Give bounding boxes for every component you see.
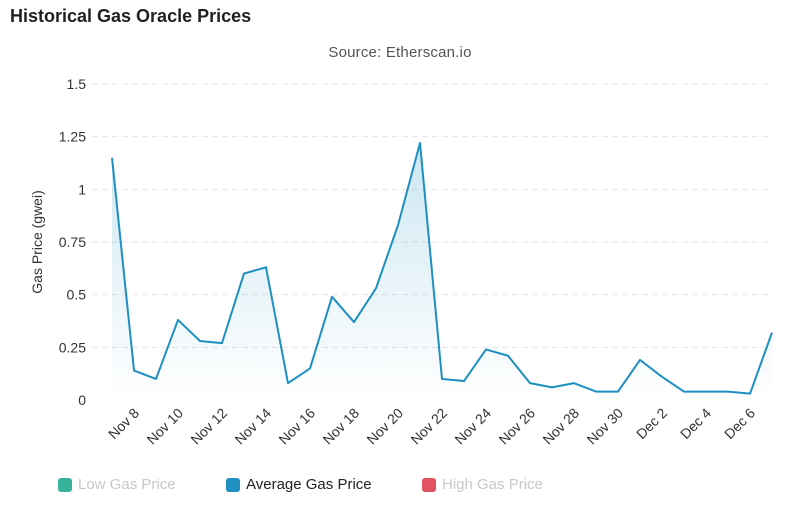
data-point[interactable] <box>549 384 555 390</box>
legend-item-low[interactable]: Low Gas Price <box>58 476 176 493</box>
data-point[interactable] <box>197 338 203 344</box>
y-tick-label: 1.5 <box>67 76 87 92</box>
x-tick-label: Nov 30 <box>583 405 626 448</box>
data-point[interactable] <box>461 378 467 384</box>
legend-item-high[interactable]: High Gas Price <box>422 476 543 493</box>
y-tick-label: 1 <box>78 181 86 197</box>
data-point[interactable] <box>175 317 181 323</box>
data-point[interactable] <box>109 155 115 161</box>
y-tick-label: 0.75 <box>59 234 86 250</box>
chart-subtitle: Source: Etherscan.io <box>328 44 472 61</box>
y-axis-label: Gas Price (gwei) <box>29 190 45 293</box>
x-axis-ticks: Nov 8 Nov 10 Nov 12 Nov 14 Nov 16 Nov 18 Nov 2… <box>105 405 758 448</box>
x-tick-label: Dec 2 <box>633 405 670 442</box>
x-tick-label: Nov 18 <box>319 405 362 448</box>
legend-swatch-high <box>422 477 436 492</box>
legend-label-high: High Gas Price <box>442 476 543 493</box>
series-area-average <box>112 142 772 400</box>
legend-label-average: Average Gas Price <box>246 476 372 493</box>
data-point[interactable] <box>681 389 687 395</box>
y-tick-label: 0.25 <box>59 339 86 355</box>
y-tick-label: 0.5 <box>67 287 87 303</box>
data-point[interactable] <box>307 365 313 371</box>
data-point[interactable] <box>483 346 489 352</box>
data-point[interactable] <box>153 376 159 382</box>
legend-swatch-average <box>226 477 240 492</box>
chart: 0 0.25 0.5 0.75 1 1.25 1.5 Gas Price (gwei) No… <box>29 76 775 448</box>
data-point[interactable] <box>329 294 335 300</box>
data-point[interactable] <box>417 140 423 146</box>
data-point[interactable] <box>241 271 247 277</box>
x-tick-label: Nov 26 <box>495 405 538 448</box>
legend: Low Gas Price Average Gas Price High Gas… <box>0 476 800 498</box>
x-tick-label: Nov 8 <box>105 405 142 442</box>
x-tick-label: Nov 22 <box>407 405 450 448</box>
data-point[interactable] <box>615 389 621 395</box>
x-tick-label: Nov 24 <box>451 405 494 448</box>
data-point[interactable] <box>219 340 225 346</box>
x-tick-label: Nov 20 <box>363 405 406 448</box>
data-point[interactable] <box>131 368 137 374</box>
y-tick-label: 0 <box>78 392 86 408</box>
data-point[interactable] <box>263 264 269 270</box>
x-tick-label: Dec 6 <box>721 405 758 442</box>
data-point[interactable] <box>285 380 291 386</box>
data-point[interactable] <box>571 380 577 386</box>
legend-item-average[interactable]: Average Gas Price <box>226 476 372 493</box>
y-tick-label: 1.25 <box>59 129 86 145</box>
data-point[interactable] <box>527 380 533 386</box>
data-point[interactable] <box>593 389 599 395</box>
x-tick-label: Nov 28 <box>539 405 582 448</box>
page-title: Historical Gas Oracle Prices <box>10 6 252 26</box>
y-axis-ticks: 0 0.25 0.5 0.75 1 1.25 1.5 <box>59 76 86 408</box>
data-point[interactable] <box>373 285 379 291</box>
data-point[interactable] <box>439 376 445 382</box>
x-tick-label: Nov 12 <box>187 405 230 448</box>
x-tick-label: Nov 16 <box>275 405 318 448</box>
x-tick-label: Dec 4 <box>677 405 714 442</box>
data-point[interactable] <box>659 374 665 380</box>
series-line-average[interactable] <box>111 141 773 395</box>
series-layer <box>109 140 775 400</box>
legend-swatch-low <box>58 477 72 492</box>
x-tick-label: Nov 10 <box>143 405 186 448</box>
data-point[interactable] <box>395 222 401 228</box>
data-point[interactable] <box>505 353 511 359</box>
data-point[interactable] <box>769 330 775 336</box>
legend-label-low: Low Gas Price <box>78 476 176 493</box>
data-point[interactable] <box>351 319 357 325</box>
data-point[interactable] <box>747 391 753 397</box>
data-point[interactable] <box>703 389 709 395</box>
x-tick-label: Nov 14 <box>231 405 274 448</box>
data-point[interactable] <box>725 389 731 395</box>
data-point[interactable] <box>637 357 643 363</box>
